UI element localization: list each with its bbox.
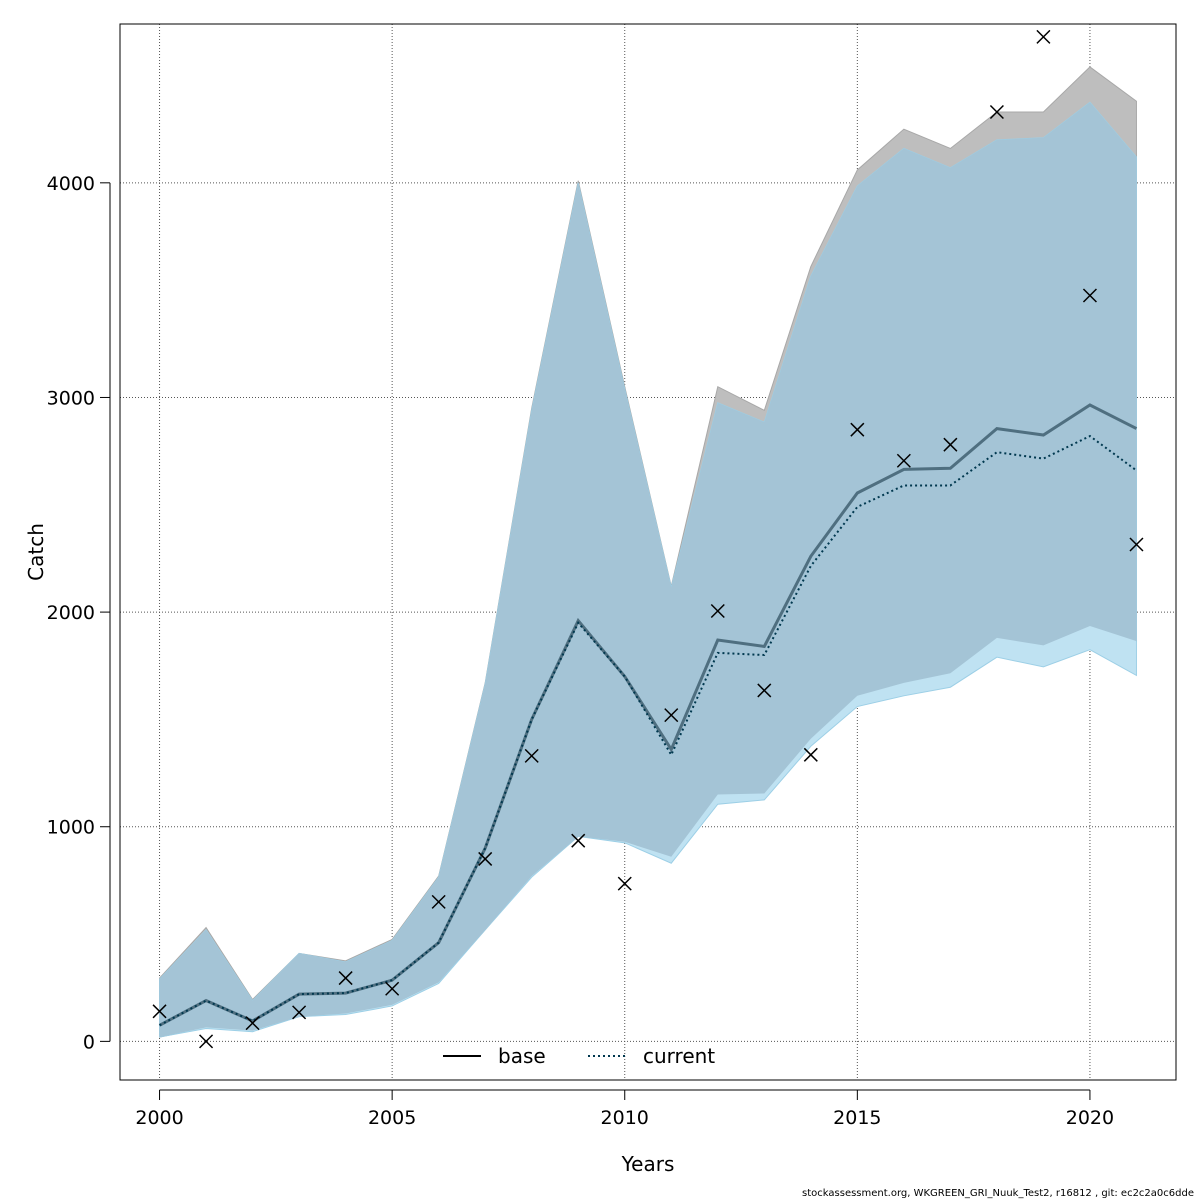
x-tick-label: 2020 [1066, 1107, 1114, 1129]
observation-points [152, 29, 1144, 1049]
x-axis-title: Years [621, 1152, 675, 1176]
band-overlap [159, 102, 1137, 1038]
observation-marker [571, 833, 586, 848]
footer-note: stockassessment.org, WKGREEN_GRI_Nuuk_Te… [802, 1188, 1194, 1199]
observation-marker [664, 708, 679, 723]
current-line [159, 434, 1138, 1027]
axes: 2000 2005 2010 2015 2020 0 1000 2000 3000 4000 [47, 173, 1114, 1129]
y-tick-label: 4000 [47, 173, 95, 195]
observation-marker [199, 1034, 214, 1049]
x-tick-label: 2005 [368, 1107, 416, 1129]
observation-marker [710, 603, 725, 619]
observation-marker [989, 104, 1004, 120]
y-tick-label: 0 [83, 1031, 95, 1053]
confidence-bands [159, 66, 1137, 1038]
x-tick-label: 2000 [135, 1107, 183, 1129]
observation-marker [431, 894, 446, 909]
observation-marker [524, 748, 539, 763]
y-axis-title: Catch [24, 523, 48, 581]
observation-marker [757, 683, 772, 698]
observation-marker [896, 453, 911, 468]
observation-marker [478, 851, 493, 866]
observation-marker [1129, 537, 1144, 552]
observation-marker [338, 971, 353, 986]
y-tick-label: 3000 [47, 387, 95, 409]
observation-marker [1036, 29, 1051, 44]
series-lines [158, 403, 1138, 1027]
legend-base-label: base [498, 1044, 546, 1068]
plot-frame [119, 23, 1177, 1081]
observation-marker [245, 1016, 260, 1031]
observation-marker [617, 876, 632, 891]
x-tick-label: 2010 [601, 1107, 649, 1129]
observation-marker [1082, 288, 1097, 303]
y-tick-label: 2000 [47, 602, 95, 624]
observation-marker [152, 1004, 167, 1019]
y-tick-label: 1000 [47, 817, 95, 839]
observation-marker [850, 422, 865, 437]
observation-marker [292, 1005, 307, 1020]
legend: base current [443, 1044, 715, 1068]
observation-marker [943, 437, 958, 452]
x-tick-label: 2015 [833, 1107, 881, 1129]
observation-marker [803, 747, 818, 762]
observation-marker [385, 981, 400, 996]
legend-current-label: current [643, 1044, 715, 1068]
